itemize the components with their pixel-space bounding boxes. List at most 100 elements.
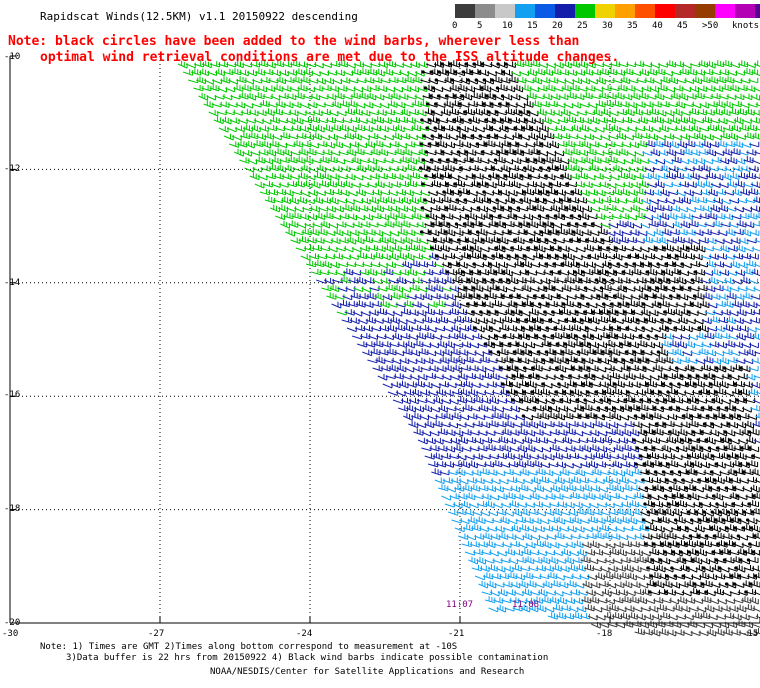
contamination-dot xyxy=(660,486,664,490)
wind-barb xyxy=(594,150,605,156)
contamination-dot xyxy=(654,510,658,514)
contamination-dot xyxy=(557,382,561,386)
contamination-dot xyxy=(730,518,734,522)
wind-barb xyxy=(690,124,701,133)
contamination-dot xyxy=(672,262,676,266)
contamination-dot xyxy=(686,566,690,570)
wind-barb xyxy=(305,86,316,93)
wind-barb xyxy=(609,174,620,181)
wind-barb xyxy=(503,134,514,141)
contamination-dot xyxy=(751,494,756,498)
contamination-dot xyxy=(732,582,737,586)
wind-barb xyxy=(353,86,364,93)
contamination-dot xyxy=(632,350,636,354)
contamination-dot xyxy=(624,262,628,266)
contamination-dot xyxy=(667,430,672,434)
wind-barb xyxy=(538,124,549,133)
wind-barb xyxy=(423,197,435,204)
contamination-dot xyxy=(675,446,680,450)
contamination-dot xyxy=(438,222,442,226)
contamination-dot xyxy=(562,302,566,306)
wind-barb xyxy=(501,268,513,277)
contamination-dot xyxy=(537,238,541,242)
contamination-dot xyxy=(665,326,669,330)
contamination-dot xyxy=(452,118,456,122)
wind-barb xyxy=(739,102,750,109)
contamination-dot xyxy=(606,246,610,250)
contamination-dot xyxy=(680,374,684,378)
contamination-dot xyxy=(514,302,518,306)
contamination-dot xyxy=(534,334,538,338)
contamination-dot xyxy=(660,318,664,322)
contamination-dot xyxy=(520,150,524,154)
contamination-dot xyxy=(714,558,719,562)
contamination-dot xyxy=(504,150,508,154)
contamination-dot xyxy=(425,126,429,130)
wind-barb xyxy=(650,148,661,157)
contamination-dot xyxy=(541,358,546,362)
wind-barb xyxy=(536,374,548,380)
wind-barb xyxy=(654,332,667,340)
contamination-dot xyxy=(472,174,476,178)
wind-barb xyxy=(704,197,716,204)
contamination-dot xyxy=(591,310,595,314)
contamination-dot xyxy=(686,246,690,250)
wind-barb xyxy=(272,197,284,204)
contamination-dot xyxy=(687,494,692,498)
wind-barb xyxy=(660,164,671,173)
contamination-dot xyxy=(555,166,559,170)
contamination-dot xyxy=(699,430,704,434)
contamination-dot xyxy=(495,198,499,202)
contamination-dot xyxy=(498,102,502,106)
contamination-dot xyxy=(676,294,681,298)
contamination-dot xyxy=(681,414,685,418)
contamination-dot xyxy=(724,406,728,410)
wind-barb xyxy=(560,172,572,181)
contamination-dot xyxy=(632,438,636,442)
contamination-dot xyxy=(734,510,738,514)
wind-barb xyxy=(712,532,725,540)
contamination-dot xyxy=(471,310,475,314)
contamination-dot xyxy=(491,166,495,170)
contamination-dot xyxy=(565,358,570,362)
wind-barb xyxy=(707,188,718,197)
contamination-dot xyxy=(478,222,482,226)
contamination-dot xyxy=(750,510,754,514)
contamination-dot xyxy=(671,286,676,290)
wind-barb xyxy=(583,398,595,404)
wind-barb xyxy=(427,190,438,197)
contamination-dot xyxy=(466,278,470,282)
contamination-dot xyxy=(501,270,505,274)
wind-barb xyxy=(510,93,521,101)
wind-barb xyxy=(623,134,634,141)
wind-barb xyxy=(669,116,680,125)
wind-barb xyxy=(464,149,477,156)
wind-barb xyxy=(734,93,745,101)
wind-barb xyxy=(747,188,759,196)
wind-barb xyxy=(613,380,625,388)
contamination-dot xyxy=(506,390,510,394)
contamination-dot xyxy=(484,118,488,122)
wind-barb xyxy=(753,261,760,268)
contamination-dot xyxy=(669,382,673,386)
contamination-dot xyxy=(724,486,728,490)
contamination-dot xyxy=(650,390,654,394)
contamination-dot xyxy=(500,206,504,210)
wind-barb xyxy=(396,165,407,173)
contamination-dot xyxy=(646,510,650,514)
wind-barb xyxy=(589,116,600,125)
wind-barb xyxy=(342,70,353,76)
contamination-dot xyxy=(469,70,473,74)
contamination-dot xyxy=(705,478,709,482)
contamination-dot xyxy=(432,174,436,178)
wind-barb xyxy=(198,92,209,101)
contamination-dot xyxy=(559,398,563,402)
contamination-dot xyxy=(656,262,660,266)
wind-barb xyxy=(431,110,443,117)
wind-barb xyxy=(305,174,316,181)
wind-barb xyxy=(246,92,257,101)
contamination-dot xyxy=(609,326,613,330)
contamination-dot xyxy=(684,486,688,490)
wind-barb xyxy=(372,164,383,173)
wind-barb xyxy=(291,101,302,109)
